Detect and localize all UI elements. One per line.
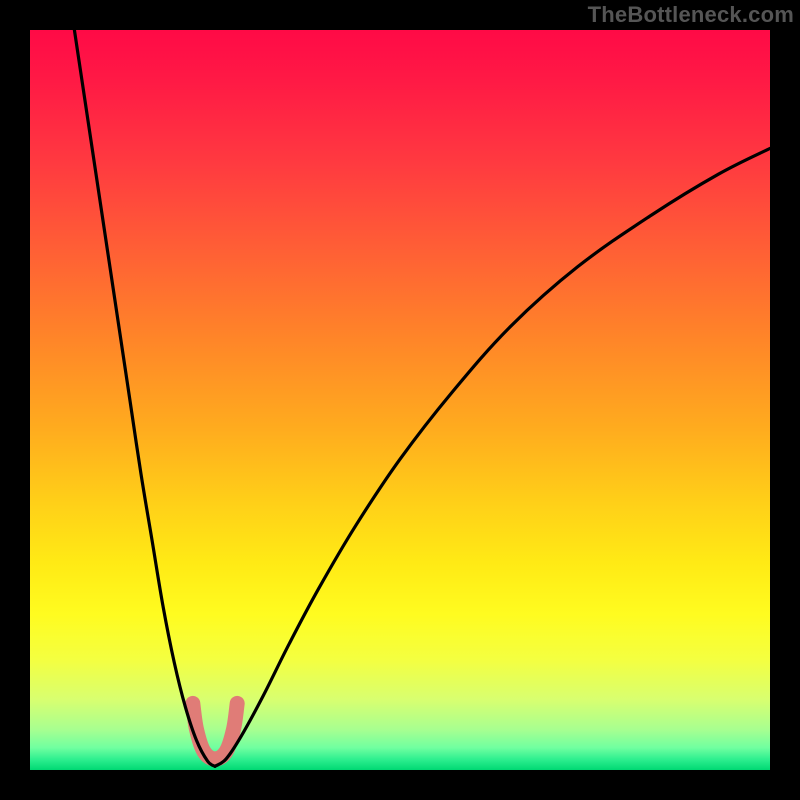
chart-svg — [0, 0, 800, 800]
watermark-text: TheBottleneck.com — [588, 2, 794, 28]
stage: TheBottleneck.com — [0, 0, 800, 800]
plot-background — [30, 30, 770, 770]
